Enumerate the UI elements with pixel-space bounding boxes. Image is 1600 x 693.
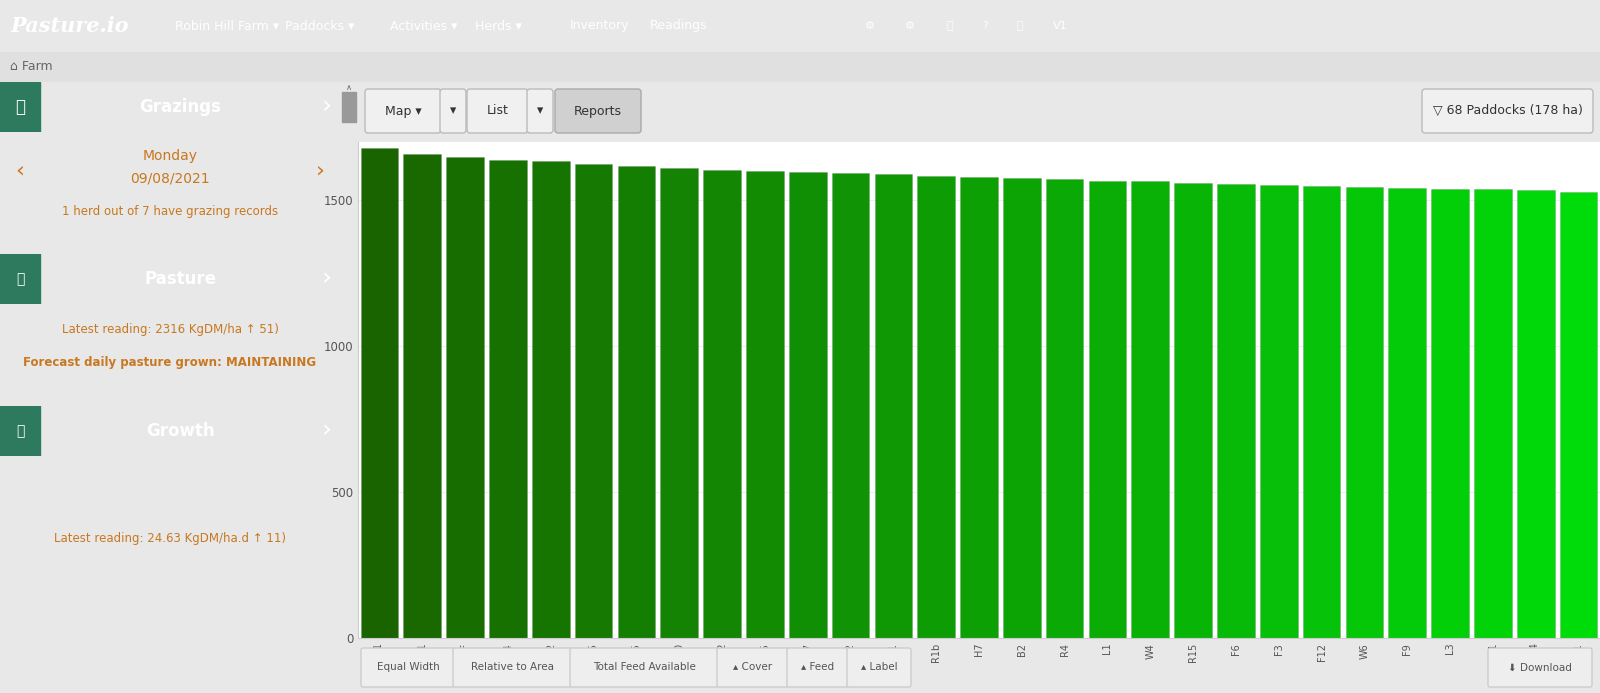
Text: ›: ›: [322, 95, 333, 119]
Text: ⌂ Farm: ⌂ Farm: [10, 60, 53, 73]
Bar: [789, 172, 827, 638]
Text: ›: ›: [322, 419, 333, 443]
Text: ?: ?: [982, 21, 987, 31]
Bar: [403, 154, 442, 638]
Text: ‹: ‹: [16, 161, 24, 180]
FancyBboxPatch shape: [1488, 648, 1592, 687]
Bar: [746, 171, 784, 638]
Text: ⚙: ⚙: [906, 21, 915, 31]
Text: Readings: Readings: [650, 19, 707, 33]
Bar: [446, 157, 483, 638]
Bar: [917, 175, 955, 638]
Bar: [1218, 184, 1254, 638]
Text: Forecast daily pasture grown: MAINTAINING: Forecast daily pasture grown: MAINTAININ…: [24, 356, 317, 369]
Text: Herds ▾: Herds ▾: [475, 19, 522, 33]
Text: Reports: Reports: [574, 105, 622, 118]
Text: Total Feed Available: Total Feed Available: [594, 663, 696, 672]
Bar: [490, 159, 526, 638]
Text: Grazings: Grazings: [139, 98, 221, 116]
Text: Pasture: Pasture: [144, 270, 216, 288]
Bar: [1302, 186, 1341, 638]
Bar: [1517, 190, 1555, 638]
Bar: [1046, 179, 1083, 638]
Text: ▾: ▾: [450, 105, 456, 118]
Bar: [1131, 182, 1170, 638]
FancyBboxPatch shape: [717, 648, 789, 687]
FancyBboxPatch shape: [846, 648, 910, 687]
FancyBboxPatch shape: [555, 89, 642, 133]
Bar: [1174, 183, 1211, 638]
FancyBboxPatch shape: [365, 89, 442, 133]
Bar: [574, 164, 613, 638]
Text: ▴ Cover: ▴ Cover: [733, 663, 773, 672]
Bar: [1346, 187, 1384, 638]
Text: Growth: Growth: [146, 422, 214, 440]
Text: ▴ Label: ▴ Label: [861, 663, 898, 672]
Bar: [875, 174, 912, 638]
Text: Latest reading: 2316 KgDM/ha ↑ 51): Latest reading: 2316 KgDM/ha ↑ 51): [61, 323, 278, 335]
Bar: [1389, 188, 1426, 638]
Bar: [1003, 179, 1040, 638]
Bar: [1474, 189, 1512, 638]
Text: V1: V1: [1053, 21, 1067, 31]
Bar: [1259, 185, 1298, 638]
Text: ›: ›: [322, 267, 333, 291]
Bar: [702, 170, 741, 638]
Bar: [0, 82, 40, 132]
Text: Robin Hill Farm ▾: Robin Hill Farm ▾: [174, 19, 278, 33]
Bar: [342, 92, 355, 122]
Text: ▽ 68 Paddocks (178 ha): ▽ 68 Paddocks (178 ha): [1432, 105, 1582, 118]
Bar: [1432, 188, 1469, 638]
FancyBboxPatch shape: [453, 648, 573, 687]
Text: 🐄: 🐄: [14, 98, 26, 116]
Text: Relative to Area: Relative to Area: [470, 663, 554, 672]
FancyBboxPatch shape: [787, 648, 850, 687]
Text: 📊: 📊: [16, 272, 24, 286]
Text: 1 herd out of 7 have grazing records: 1 herd out of 7 have grazing records: [62, 204, 278, 218]
FancyBboxPatch shape: [526, 89, 554, 133]
Bar: [661, 168, 698, 638]
FancyBboxPatch shape: [570, 648, 718, 687]
Text: ›: ›: [315, 161, 325, 180]
FancyBboxPatch shape: [1422, 89, 1594, 133]
Text: 👤: 👤: [947, 21, 954, 31]
Text: 💬: 💬: [1016, 21, 1024, 31]
FancyBboxPatch shape: [467, 89, 528, 133]
Text: ⬇ Download: ⬇ Download: [1509, 663, 1571, 672]
Bar: [832, 173, 869, 638]
Text: Monday: Monday: [142, 149, 197, 163]
FancyBboxPatch shape: [440, 89, 466, 133]
Text: ⚙: ⚙: [866, 21, 875, 31]
Text: Pasture.io: Pasture.io: [10, 16, 128, 36]
Bar: [0, 406, 40, 456]
FancyBboxPatch shape: [362, 648, 454, 687]
Text: List: List: [486, 105, 509, 118]
Bar: [1088, 180, 1126, 638]
Bar: [618, 166, 656, 638]
Text: ▾: ▾: [538, 105, 542, 118]
Bar: [960, 177, 998, 638]
Text: ▴ Feed: ▴ Feed: [802, 663, 835, 672]
Text: 09/08/2021: 09/08/2021: [130, 171, 210, 185]
Text: 📈: 📈: [16, 424, 24, 438]
Text: Inventory: Inventory: [570, 19, 629, 33]
Text: Map ▾: Map ▾: [384, 105, 421, 118]
Text: Paddocks ▾: Paddocks ▾: [285, 19, 354, 33]
Text: ∧: ∧: [346, 82, 352, 91]
Text: Latest reading: 24.63 KgDM/ha.d ↑ 11): Latest reading: 24.63 KgDM/ha.d ↑ 11): [54, 532, 286, 545]
Bar: [1560, 191, 1597, 638]
Text: Activities ▾: Activities ▾: [390, 19, 458, 33]
Bar: [360, 148, 398, 638]
Bar: [0, 254, 40, 304]
Bar: [531, 161, 570, 638]
Text: Equal Width: Equal Width: [376, 663, 440, 672]
